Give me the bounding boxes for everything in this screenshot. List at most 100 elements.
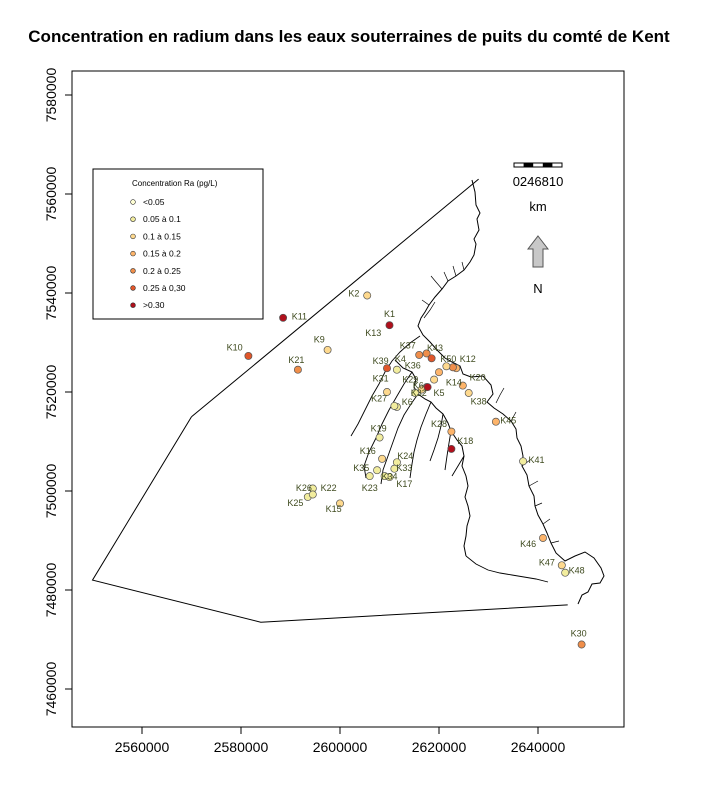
well-point: [323, 345, 332, 354]
legend-label: 0.1 à 0.15: [143, 231, 181, 241]
well-point: [392, 365, 401, 374]
legend-box: [92, 168, 264, 320]
well-label: K28: [431, 419, 447, 429]
river-lines: [421, 261, 560, 544]
well-point: [390, 464, 399, 473]
well-label: K1: [384, 309, 395, 319]
y-tick-label: 7480000: [43, 563, 59, 618]
well-label: K5: [433, 388, 444, 398]
well-point: [491, 417, 500, 426]
well-point: [293, 365, 302, 374]
legend-swatch: [130, 285, 136, 291]
well-label: K11: [292, 312, 307, 322]
well-label: K31: [373, 374, 389, 384]
legend-swatch: [130, 199, 136, 205]
well-point: [561, 568, 570, 577]
legend-title: Concentration Ra (pg/L): [132, 179, 218, 188]
legend-items: <0.05 0.05 à 0.1 0.1 à 0.15 0.15 à 0.2 0.2 à…: [130, 197, 186, 310]
region-boundary-southwest: [91, 416, 568, 623]
legend-swatch: [130, 268, 136, 274]
x-tick-label: 2600000: [313, 739, 368, 755]
well-label: K2: [348, 289, 359, 299]
well-label: K33: [396, 463, 412, 473]
well-label: K10: [227, 342, 243, 352]
well-point: [519, 457, 528, 466]
well-point: [244, 351, 253, 360]
well-point: [557, 561, 566, 570]
well-point: [422, 349, 431, 358]
well-label: K4: [395, 354, 406, 364]
well-point: [423, 383, 432, 392]
well-label: K13: [365, 328, 381, 338]
well-point: [458, 381, 467, 390]
well-label: K38: [471, 396, 487, 406]
well-point: [415, 350, 424, 359]
x-tick-label: 2580000: [214, 739, 269, 755]
well-point: [375, 433, 384, 442]
kent-county-region: [91, 178, 568, 623]
well-point: [378, 454, 387, 463]
y-tick-label: 7560000: [43, 167, 59, 222]
well-point: [430, 375, 439, 384]
well-point: [539, 534, 547, 542]
well-point: [336, 499, 344, 508]
well-point: [363, 291, 372, 300]
legend-label: 0.25 à 0,30: [143, 283, 186, 293]
well-point: [464, 389, 473, 397]
well-label: K23: [362, 483, 378, 493]
well-label: K24: [397, 451, 413, 461]
north-label: N: [533, 281, 542, 296]
well-point: [390, 401, 399, 410]
well-point: [380, 472, 389, 481]
well-label: K43: [427, 343, 443, 353]
well-point: [448, 363, 457, 372]
region-boundary-northwest: [191, 178, 479, 418]
coastline: [417, 179, 605, 605]
scale-bar: 0246810 km: [513, 162, 564, 214]
well-point: [383, 364, 391, 373]
well-label: K18: [457, 436, 473, 446]
legend-label: 0.15 à 0.2: [143, 249, 181, 259]
well-point: [365, 472, 374, 481]
well-label: K30: [571, 629, 587, 639]
inner-coastline: [394, 359, 471, 557]
well-point: [279, 313, 288, 322]
well-label: K50: [440, 354, 456, 364]
well-point: [442, 362, 451, 371]
scale-bar-labels: 0246810: [513, 174, 564, 189]
well-point: [447, 444, 456, 453]
x-tick-label: 2640000: [511, 739, 566, 755]
well-label: K12: [460, 354, 476, 364]
well-point: [411, 389, 420, 397]
scale-bar-segment: [523, 163, 534, 167]
well-label: K48: [569, 566, 585, 576]
well-point: [385, 321, 394, 330]
legend-label: <0.05: [143, 197, 165, 207]
x-tick-label: 2620000: [412, 739, 467, 755]
wells-layer: [244, 291, 586, 649]
scale-bar-unit: km: [529, 199, 546, 214]
well-point: [373, 466, 382, 475]
well-label: K6: [402, 397, 413, 407]
well-label: K19: [371, 424, 387, 434]
scale-bar-frame: [513, 162, 563, 168]
legend-swatch: [130, 250, 136, 257]
well-label: K15: [326, 504, 342, 514]
well-label: K17: [396, 479, 412, 489]
well-label: K41: [528, 455, 544, 465]
map-title: Concentration en radium dans les eaux so…: [28, 27, 670, 46]
well-label: K29: [402, 375, 418, 385]
well-label: K46: [520, 539, 536, 549]
well-label: K6: [413, 381, 424, 391]
y-tick-label: 7520000: [43, 365, 59, 420]
y-tick-label: 7540000: [43, 266, 59, 321]
y-tick-label: 7580000: [43, 68, 59, 123]
well-point: [447, 427, 456, 436]
well-label: K26: [296, 483, 312, 493]
legend-label: >0.30: [143, 300, 165, 310]
north-arrow-icon: [526, 235, 550, 268]
x-axis: 2560000 2580000 2600000 2620000 2640000: [115, 726, 566, 755]
y-axis: 7460000 7480000 7500000 7520000 7540000 75600…: [43, 68, 73, 716]
